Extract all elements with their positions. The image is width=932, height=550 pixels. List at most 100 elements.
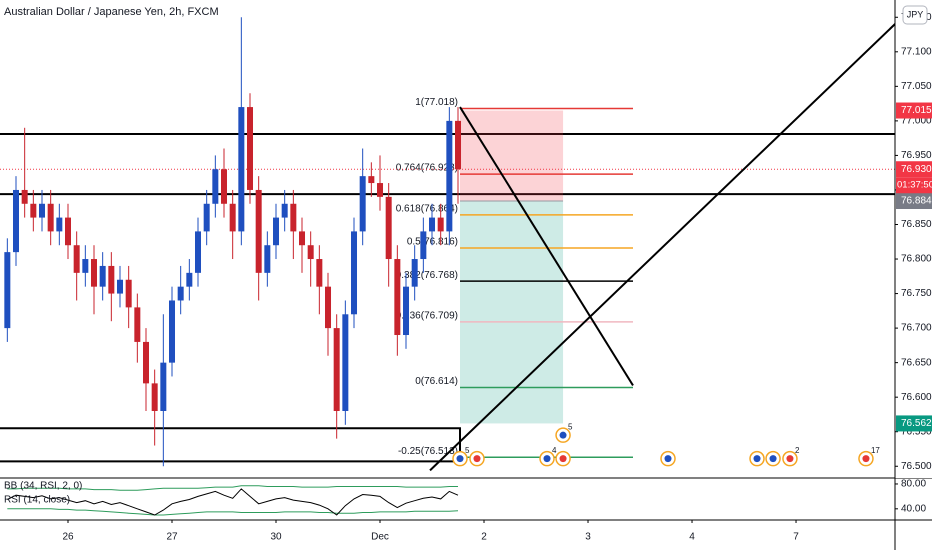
bb-upper <box>7 485 458 491</box>
fib-label: -0.25(76.513) <box>398 446 458 457</box>
price-label: 76.930 <box>901 164 932 175</box>
y-tick-label: 77.050 <box>901 81 932 92</box>
candle-body <box>281 203 288 218</box>
price-label: 76.884 <box>901 196 932 207</box>
candle-body <box>30 203 37 218</box>
candle-body <box>342 314 349 411</box>
candle-body <box>12 189 19 253</box>
candle-body <box>56 217 63 232</box>
candle-body <box>411 259 418 287</box>
indicator-y-tick-label: 40.00 <box>901 503 926 514</box>
candle-body <box>160 362 167 411</box>
countdown-box <box>896 177 932 194</box>
candle-body <box>177 286 184 301</box>
candle-body <box>316 259 323 287</box>
candle-body <box>437 217 444 232</box>
candle-body <box>91 259 98 287</box>
candle-body <box>169 300 176 363</box>
candle-body <box>229 203 236 232</box>
candle-body <box>403 286 410 336</box>
fib-label: 0.764(76.923) <box>396 163 458 174</box>
candle-body <box>108 265 115 294</box>
price-label-box <box>896 415 932 432</box>
chart-title: Australian Dollar / Japanese Yen, 2h, FX… <box>4 6 219 18</box>
price-label: 77.015 <box>901 105 932 116</box>
y-tick-label: 76.550 <box>901 426 932 437</box>
candle-body <box>212 169 219 204</box>
y-tick-label: 77.000 <box>901 116 932 127</box>
countdown: 01:37:50 <box>897 180 932 191</box>
candle-body <box>290 203 297 232</box>
candle-body <box>385 196 392 260</box>
event-dot <box>543 455 551 463</box>
candle-body <box>377 183 384 197</box>
candle-body <box>264 245 271 273</box>
trend-line <box>459 106 634 386</box>
candle-body <box>134 307 141 342</box>
fib-label: 1(77.018) <box>415 97 458 108</box>
candle-body <box>420 231 427 260</box>
candle-body <box>38 203 45 218</box>
candle-body <box>143 341 150 384</box>
event-dot <box>862 455 870 463</box>
candle-body <box>65 217 72 246</box>
currency-button[interactable] <box>902 5 928 25</box>
candle-body <box>47 203 54 232</box>
y-tick-label: 77.100 <box>901 46 932 57</box>
y-tick-label: 76.750 <box>901 288 932 299</box>
candle-body <box>195 231 202 273</box>
rsi-line <box>7 488 459 516</box>
fib-label: 0.236(76.709) <box>396 311 458 322</box>
candle-body <box>455 120 462 170</box>
candle-body <box>4 252 11 329</box>
y-tick-label: 76.850 <box>901 219 932 230</box>
y-tick-label: 76.950 <box>901 150 932 161</box>
candle-body <box>125 279 132 308</box>
fib-label: 0.618(76.864) <box>396 203 458 214</box>
candle-body <box>368 176 375 184</box>
candle-body <box>307 245 314 260</box>
event-count: 17 <box>871 446 880 455</box>
event-count: 2 <box>795 446 800 455</box>
event-dot <box>473 455 481 463</box>
bb-lower <box>7 508 459 516</box>
price-label-box <box>896 102 932 119</box>
price-label-box <box>896 161 932 178</box>
event-count: 5 <box>568 422 573 431</box>
candle-body <box>73 245 80 273</box>
fib-label: 0.382(76.768) <box>396 270 458 281</box>
candle-body <box>446 120 453 232</box>
y-tick-label: 76.650 <box>901 357 932 368</box>
candle-body <box>351 231 358 315</box>
fib-label: 0(76.614) <box>415 376 458 387</box>
event-count: 5 <box>465 446 470 455</box>
event-dot <box>559 455 567 463</box>
candle-body <box>359 176 366 232</box>
candle-body <box>325 286 332 329</box>
candle-body <box>273 217 280 246</box>
event-dot <box>769 455 777 463</box>
event-dot <box>753 455 761 463</box>
candle-body <box>333 328 340 411</box>
candle-body <box>82 259 89 273</box>
currency[interactable]: JPY <box>907 9 924 19</box>
y-tick-label: 76.600 <box>901 392 932 403</box>
candle-body <box>299 231 306 246</box>
candle-body <box>238 107 245 232</box>
candle-body <box>255 189 262 273</box>
y-tick-label: 76.800 <box>901 254 932 265</box>
event-dot <box>664 455 672 463</box>
event-dot <box>786 455 794 463</box>
candle-body <box>117 279 124 294</box>
position-stop-zone <box>460 110 564 202</box>
candle-body <box>21 189 28 204</box>
candle-body <box>221 169 228 204</box>
candle-body <box>394 259 401 336</box>
y-tick-label: 76.700 <box>901 323 932 334</box>
candle-body <box>151 383 158 411</box>
x-tick-label: 26 <box>62 532 74 543</box>
price-label: 76.562 <box>901 418 932 429</box>
x-tick-label: 4 <box>689 532 695 543</box>
indicator-label: RSI (14, close) <box>4 495 70 506</box>
